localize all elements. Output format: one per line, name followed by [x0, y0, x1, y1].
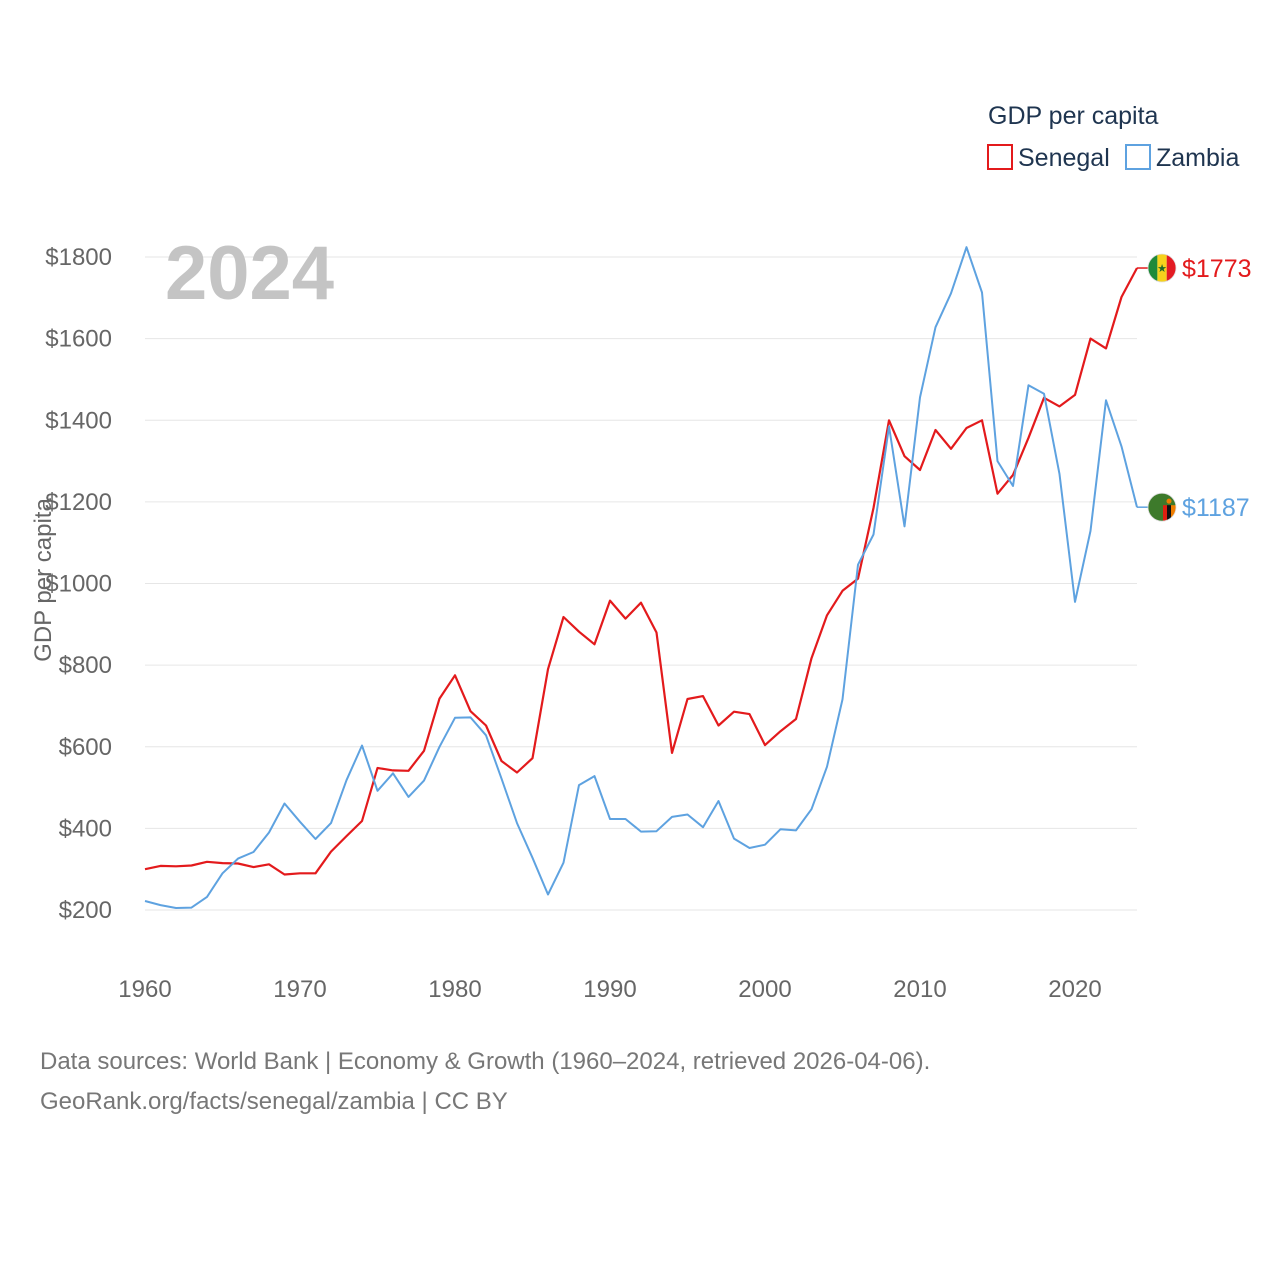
zambia-flag-icon [1147, 492, 1177, 522]
x-tick-label: 1980 [428, 976, 481, 1003]
series-line-senegal[interactable] [144, 267, 1138, 876]
y-tick-label: $1400 [45, 407, 112, 434]
x-axis-ticks: 1960 1970 1980 1990 2000 2010 2020 [118, 976, 1101, 1003]
year-label: 2024 [165, 231, 334, 316]
y-tick-label: $1200 [45, 489, 112, 516]
legend-label-senegal: Senegal [1018, 144, 1110, 172]
y-tick-label: $400 [59, 815, 112, 842]
series-lines [144, 246, 1138, 909]
x-tick-label: 1990 [583, 976, 636, 1003]
y-tick-label: $1600 [45, 326, 112, 353]
x-tick-label: 2000 [738, 976, 791, 1003]
legend-item-senegal[interactable]: Senegal [987, 144, 1110, 172]
grid-lines [145, 256, 1137, 911]
y-tick-label: $600 [59, 734, 112, 761]
senegal-flag-icon: ★ [1147, 253, 1177, 283]
legend: GDP per capita Senegal Zambia [987, 102, 1239, 172]
series-line-zambia[interactable] [144, 246, 1138, 909]
series-endpoints: ★ $1773 $1187 [1137, 253, 1252, 522]
x-tick-label: 2010 [893, 976, 946, 1003]
y-tick-label: $1000 [45, 571, 112, 598]
svg-text:★: ★ [1157, 262, 1167, 275]
credit-link[interactable]: GeoRank.org/facts/senegal/zambia | CC BY [40, 1088, 508, 1115]
legend-label-zambia: Zambia [1156, 144, 1239, 172]
legend-title: GDP per capita [988, 102, 1159, 130]
data-sources-note: Data sources: World Bank | Economy & Gro… [40, 1048, 931, 1075]
x-tick-label: 1970 [273, 976, 326, 1003]
legend-swatch-senegal [987, 144, 1013, 170]
end-value-label-zambia: $1187 [1182, 494, 1250, 522]
chart: 2024 $200 $400 $600 $800 $1000 $1200 $1400 $160… [30, 102, 1252, 1003]
y-axis-title: GDP per capita [30, 498, 57, 662]
y-tick-label: $200 [59, 897, 112, 924]
y-axis-ticks: $200 $400 $600 $800 $1000 $1200 $1400 $1600 $180… [45, 244, 112, 924]
y-tick-label: $800 [59, 652, 112, 679]
footer: Data sources: World Bank | Economy & Gro… [40, 1042, 930, 1122]
legend-item-zambia[interactable]: Zambia [1125, 144, 1239, 172]
x-tick-label: 2020 [1048, 976, 1101, 1003]
legend-swatch-zambia [1125, 144, 1151, 170]
end-value-label-senegal: $1773 [1182, 255, 1252, 283]
x-tick-label: 1960 [118, 976, 171, 1003]
y-tick-label: $1800 [45, 244, 112, 271]
